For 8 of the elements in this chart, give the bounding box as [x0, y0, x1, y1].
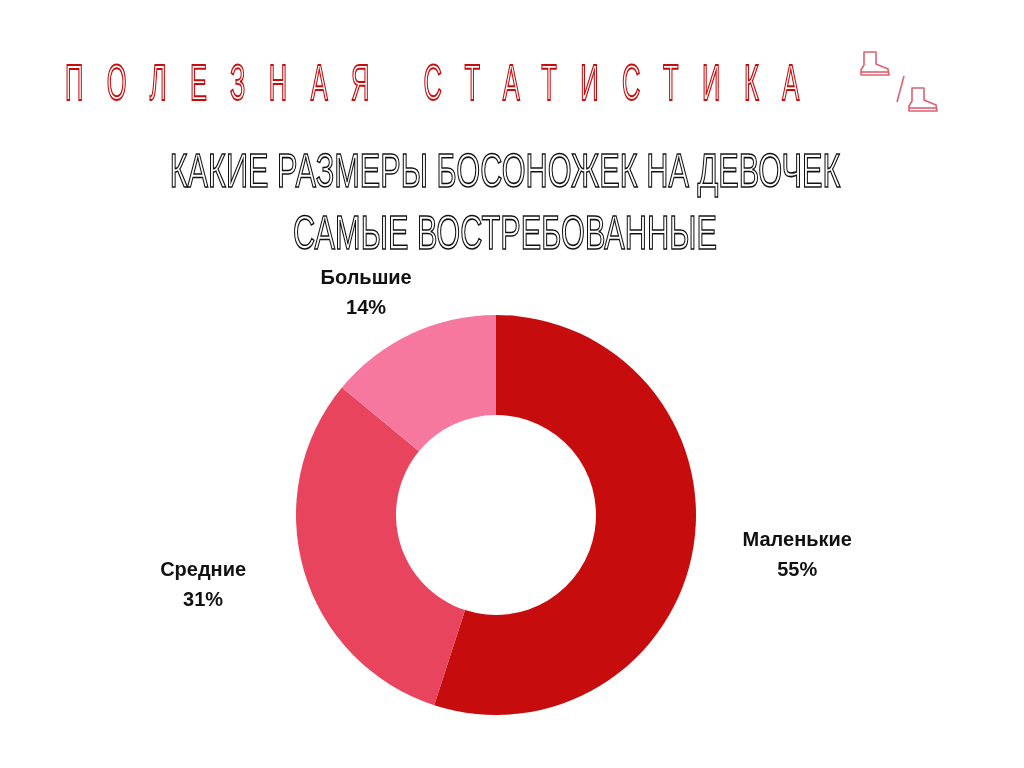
- slice-label: Большие: [320, 265, 412, 288]
- slice-label: Средние: [160, 557, 247, 580]
- slice-label: Маленькие: [742, 527, 852, 550]
- chart-subtitle: КАКИЕ РАЗМЕРЫ БОСОНОЖЕК НА ДЕВОЧЕК САМЫЕ ВОСТРЕБОВАННЫЕ: [168, 143, 842, 261]
- data-label: 31%: [183, 587, 224, 610]
- data-label: 55%: [777, 557, 818, 580]
- chart-title: ПОЛЕЗНАЯ СТАТИСТИКА: [65, 55, 823, 111]
- data-label: 14%: [346, 295, 387, 318]
